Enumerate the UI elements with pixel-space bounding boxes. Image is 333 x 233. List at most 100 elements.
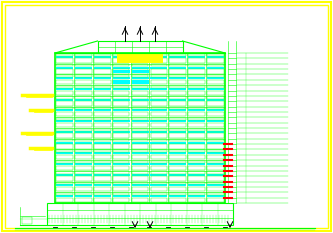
Bar: [56, 75, 73, 77]
Bar: [75, 110, 92, 111]
Bar: [169, 182, 186, 184]
Bar: [188, 131, 205, 133]
Bar: [56, 120, 73, 122]
Bar: [207, 77, 224, 79]
Bar: [151, 64, 167, 66]
Bar: [169, 198, 186, 202]
Bar: [94, 90, 111, 95]
Bar: [113, 90, 130, 95]
Bar: [169, 110, 186, 111]
Bar: [207, 88, 224, 90]
Bar: [56, 131, 73, 133]
Bar: [75, 112, 92, 116]
Bar: [113, 58, 130, 63]
Bar: [207, 165, 224, 170]
Bar: [113, 185, 130, 186]
Bar: [132, 112, 148, 116]
Bar: [132, 123, 148, 127]
Bar: [56, 99, 73, 101]
Bar: [75, 152, 92, 154]
Bar: [113, 86, 130, 88]
Bar: [169, 123, 186, 127]
Bar: [169, 150, 186, 152]
Bar: [113, 69, 130, 74]
Bar: [151, 144, 167, 149]
Bar: [56, 163, 73, 165]
Bar: [75, 131, 92, 133]
Bar: [56, 187, 73, 192]
Bar: [113, 139, 130, 141]
Bar: [56, 174, 73, 176]
Bar: [151, 198, 167, 202]
Bar: [188, 90, 205, 95]
Bar: [151, 176, 167, 181]
Bar: [132, 171, 148, 174]
Bar: [188, 187, 205, 192]
Bar: [169, 101, 186, 106]
Bar: [188, 129, 205, 131]
Bar: [132, 80, 149, 84]
Bar: [169, 133, 186, 138]
Bar: [169, 144, 186, 149]
Bar: [207, 131, 224, 133]
Bar: [151, 75, 167, 77]
Bar: [188, 139, 205, 141]
Bar: [151, 171, 167, 174]
Bar: [113, 77, 130, 79]
Bar: [132, 176, 148, 181]
Bar: [188, 101, 205, 106]
Bar: [56, 67, 73, 69]
Bar: [94, 75, 111, 77]
Bar: [169, 129, 186, 131]
Bar: [94, 195, 111, 197]
Bar: [151, 80, 167, 84]
Bar: [169, 131, 186, 133]
Bar: [188, 152, 205, 154]
Bar: [75, 69, 92, 74]
Bar: [75, 54, 92, 56]
Bar: [207, 112, 224, 116]
Bar: [75, 144, 92, 149]
Bar: [132, 182, 148, 184]
Bar: [207, 198, 224, 202]
Bar: [94, 152, 111, 154]
Bar: [188, 110, 205, 111]
Bar: [113, 150, 130, 152]
Bar: [188, 96, 205, 99]
Bar: [151, 56, 167, 58]
Bar: [56, 165, 73, 170]
Bar: [151, 155, 167, 159]
Bar: [94, 150, 111, 152]
Bar: [113, 152, 130, 154]
Bar: [132, 174, 149, 176]
Bar: [94, 96, 111, 99]
Bar: [169, 75, 186, 77]
Bar: [113, 112, 130, 116]
Bar: [207, 107, 224, 109]
Bar: [94, 171, 111, 174]
Bar: [56, 107, 73, 109]
Bar: [75, 118, 92, 120]
Bar: [56, 101, 73, 106]
Bar: [113, 198, 130, 202]
Bar: [75, 161, 92, 163]
Bar: [151, 112, 167, 116]
Bar: [207, 185, 224, 186]
Bar: [188, 171, 205, 174]
Bar: [188, 56, 205, 58]
Bar: [132, 58, 148, 63]
Bar: [207, 161, 224, 163]
Bar: [94, 123, 111, 127]
Bar: [75, 174, 92, 176]
Bar: [55, 53, 225, 203]
Bar: [151, 96, 167, 99]
Bar: [151, 193, 167, 195]
Bar: [207, 152, 224, 154]
Bar: [207, 58, 224, 63]
Bar: [151, 107, 167, 109]
Bar: [207, 187, 224, 192]
Bar: [188, 118, 205, 120]
Bar: [113, 75, 130, 77]
Bar: [75, 101, 92, 106]
Bar: [207, 99, 224, 101]
